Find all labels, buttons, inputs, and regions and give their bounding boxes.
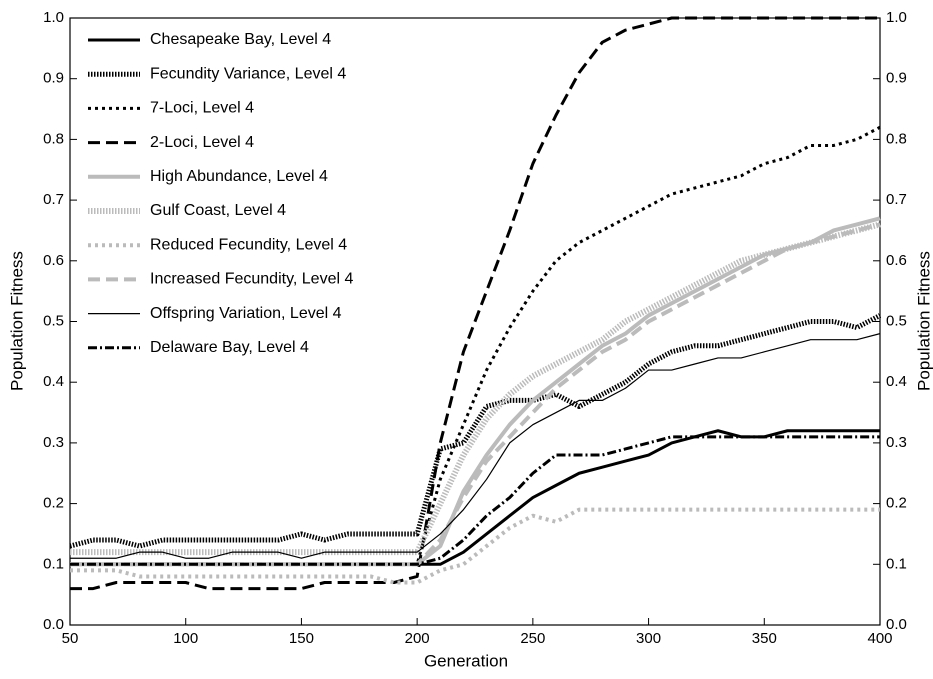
legend-label: Fecundity Variance, Level 4 [150, 65, 346, 82]
y-tick-label: 1.0 [43, 9, 64, 26]
y2-axis-label: Population Fitness [914, 251, 933, 391]
y-tick-label: 0.9 [43, 70, 64, 87]
y2-tick-label: 0.7 [886, 191, 907, 208]
series-line [70, 507, 880, 585]
y2-tick-label: 0.3 [886, 434, 907, 451]
y-tick-label: 0.6 [43, 252, 64, 269]
y-tick-label: 0.7 [43, 191, 64, 208]
y-tick-label: 0.2 [43, 495, 64, 512]
series-line [70, 222, 881, 567]
x-tick-label: 100 [173, 630, 198, 647]
y-axis-label: Population Fitness [7, 251, 26, 391]
series-line [70, 16, 880, 591]
x-axis-label: Generation [424, 651, 508, 670]
y-tick-label: 0.5 [43, 312, 64, 329]
x-tick-label: 150 [289, 630, 314, 647]
legend-label: 7-Loci, Level 4 [150, 100, 254, 117]
series-line [70, 435, 880, 566]
y2-tick-label: 0.2 [886, 495, 907, 512]
y2-tick-label: 0.6 [886, 252, 907, 269]
legend-label: Reduced Fecundity, Level 4 [150, 236, 347, 253]
y2-tick-label: 0.5 [886, 312, 907, 329]
y2-tick-label: 0.0 [886, 616, 907, 633]
legend-label: Increased Fecundity, Level 4 [150, 271, 353, 288]
legend-label: Chesapeake Bay, Level 4 [150, 31, 331, 48]
legend-label: High Abundance, Level 4 [150, 168, 328, 185]
series-line [70, 429, 880, 566]
y-tick-label: 0.1 [43, 555, 64, 572]
legend-label: Delaware Bay, Level 4 [150, 339, 309, 356]
y-tick-label: 0.3 [43, 434, 64, 451]
y2-tick-label: 0.9 [886, 70, 907, 87]
y2-tick-label: 0.4 [886, 373, 907, 390]
x-tick-label: 250 [520, 630, 545, 647]
legend-label: 2-Loci, Level 4 [150, 134, 254, 151]
series-line [70, 333, 881, 559]
x-tick-label: 200 [405, 630, 430, 647]
x-tick-label: 50 [62, 630, 79, 647]
y-tick-label: 0.4 [43, 373, 64, 390]
legend-label: Gulf Coast, Level 4 [150, 202, 286, 219]
y-tick-label: 0.0 [43, 616, 64, 633]
x-tick-label: 400 [867, 630, 892, 647]
x-tick-label: 350 [752, 630, 777, 647]
y2-tick-label: 0.8 [886, 130, 907, 147]
y-tick-label: 0.8 [43, 130, 64, 147]
y2-tick-label: 1.0 [886, 9, 907, 26]
y2-tick-label: 0.1 [886, 555, 907, 572]
x-tick-label: 300 [636, 630, 661, 647]
legend-label: Offspring Variation, Level 4 [150, 305, 342, 322]
series-line [69, 313, 882, 549]
